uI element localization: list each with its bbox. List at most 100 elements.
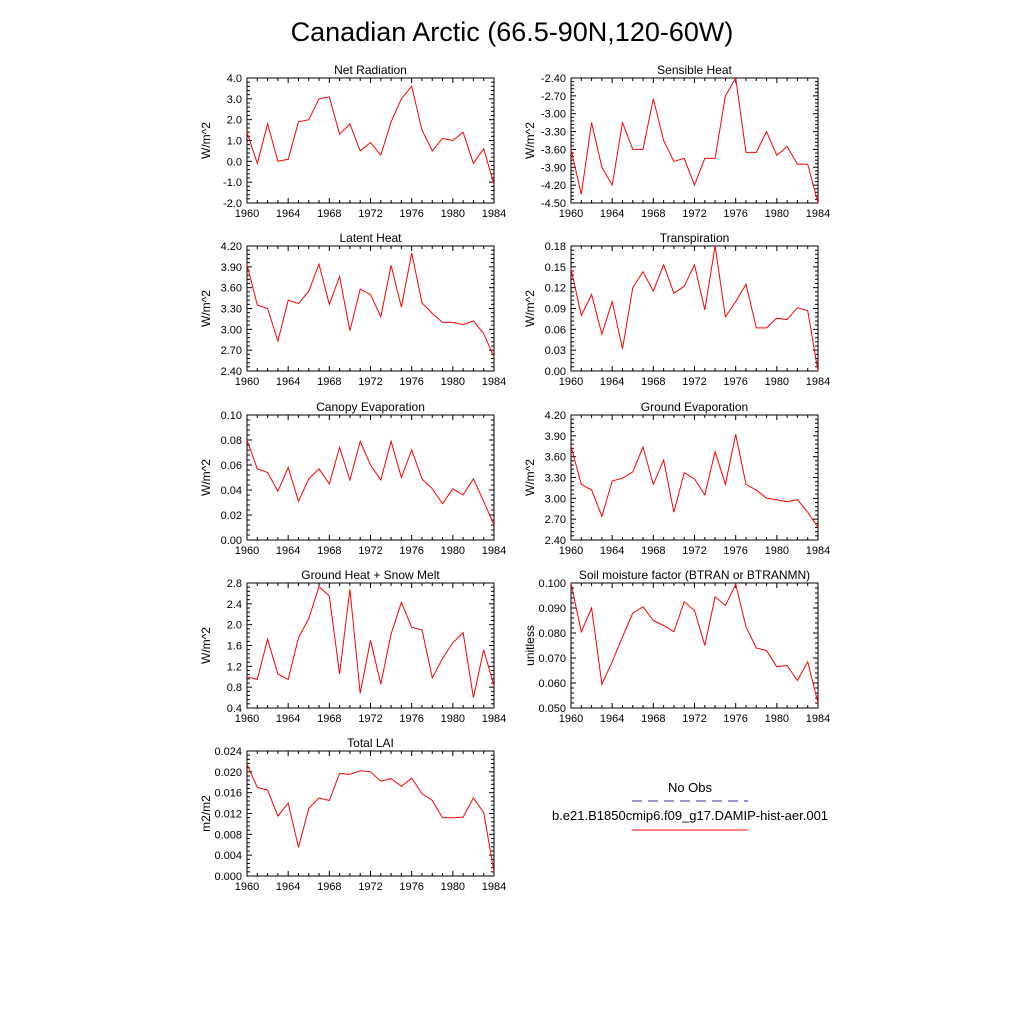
y-tick-label: 0.02 — [221, 510, 242, 522]
legend: No Obs b.e21.B1850cmip6.f09_g17.DAMIP-hi… — [552, 780, 828, 831]
y-tick-label: 3.0 — [227, 94, 242, 106]
y-tick-label: 3.00 — [545, 493, 566, 505]
x-tick-label: 1964 — [276, 545, 300, 557]
series-line — [246, 763, 495, 872]
y-tick-label: 0.10 — [221, 410, 242, 422]
panels: Net Radiation W/m^2 1960 1964 1968 1972 1976 19… — [199, 63, 830, 893]
series-line — [570, 434, 819, 528]
y-tick-label: 2.70 — [221, 345, 242, 357]
y-tick-label: 1.6 — [227, 641, 242, 653]
x-tick-label: 1972 — [682, 713, 706, 725]
x-tick-label: 1980 — [765, 208, 789, 220]
y-tick-label: 1.2 — [227, 661, 242, 673]
x-tick-label: 1964 — [276, 208, 300, 220]
x-tick-label: 1968 — [641, 376, 665, 388]
y-tick-label: 0.03 — [545, 345, 566, 357]
y-tick-label: 0.06 — [221, 460, 242, 472]
y-tick-label: 3.60 — [221, 283, 242, 295]
y-axis-label: W/m^2 — [523, 459, 537, 496]
x-tick-label: 1964 — [276, 376, 300, 388]
series-line — [570, 76, 819, 204]
y-tick-label: 0.060 — [538, 678, 566, 690]
y-tick-label: 0.100 — [538, 578, 566, 590]
y-tick-label: 0.050 — [538, 703, 566, 715]
x-tick-label: 1980 — [441, 713, 465, 725]
y-axis-label: m2/m2 — [199, 795, 213, 832]
panel-title: Transpiration — [660, 231, 730, 245]
panel-1: Net Radiation W/m^2 1960 1964 1968 1972 1976 19… — [199, 63, 506, 220]
x-tick-label: 1960 — [559, 545, 583, 557]
x-tick-label: 1980 — [765, 545, 789, 557]
x-tick-label: 1968 — [317, 545, 341, 557]
x-tick-label: 1984 — [806, 208, 830, 220]
x-tick-label: 1972 — [682, 376, 706, 388]
y-tick-label: 0.016 — [214, 788, 242, 800]
y-tick-label: 0.00 — [221, 535, 242, 547]
x-tick-label: 1976 — [399, 376, 423, 388]
x-tick-label: 1964 — [276, 713, 300, 725]
y-tick-label: 4.20 — [221, 241, 242, 253]
x-tick-label: 1984 — [482, 545, 506, 557]
plot-frame — [246, 582, 495, 709]
y-tick-label: 0.008 — [214, 829, 242, 841]
y-tick-label: 0.4 — [227, 703, 242, 715]
plot-frame — [570, 414, 819, 541]
panel-6: Ground Evaporation W/m^2 1960 1964 1968 1972 1… — [523, 400, 830, 557]
x-tick-label: 1964 — [600, 208, 624, 220]
x-tick-label: 1964 — [600, 545, 624, 557]
y-tick-label: 0.15 — [545, 262, 566, 274]
x-tick-label: 1976 — [399, 881, 423, 893]
panel-7: Ground Heat + Snow Melt W/m^2 1960 1964 1968… — [199, 568, 506, 725]
x-tick-label: 1960 — [559, 713, 583, 725]
panel-title: Total LAI — [347, 736, 394, 750]
x-tick-label: 1972 — [358, 545, 382, 557]
y-axis-label: unitless — [523, 625, 537, 666]
y-tick-label: 3.60 — [545, 452, 566, 464]
x-tick-label: 1968 — [641, 545, 665, 557]
series-line — [246, 439, 495, 526]
y-tick-label: 0.090 — [538, 603, 566, 615]
y-axis-label: W/m^2 — [523, 290, 537, 327]
plot-frame — [246, 245, 495, 372]
panel-title: Soil moisture factor (BTRAN or BTRANMN) — [579, 568, 810, 582]
y-tick-label: 2.0 — [227, 620, 242, 632]
y-tick-label: -3.60 — [541, 144, 566, 156]
y-tick-label: 0.12 — [545, 283, 566, 295]
x-tick-label: 1972 — [682, 545, 706, 557]
panel-4: Transpiration W/m^2 1960 1964 1968 1972 1976 19… — [523, 231, 830, 388]
x-tick-label: 1968 — [317, 881, 341, 893]
y-tick-label: 0.18 — [545, 241, 566, 253]
legend-obs-label: No Obs — [668, 780, 713, 795]
x-tick-label: 1984 — [806, 545, 830, 557]
y-tick-label: 4.0 — [227, 73, 242, 85]
x-tick-label: 1976 — [723, 376, 747, 388]
x-tick-label: 1980 — [441, 881, 465, 893]
y-tick-label: 3.00 — [221, 324, 242, 336]
x-tick-label: 1972 — [682, 208, 706, 220]
y-tick-label: 0.04 — [221, 485, 242, 497]
legend-model-label: b.e21.B1850cmip6.f09_g17.DAMIP-hist-aer.… — [552, 808, 828, 823]
y-tick-label: 2.0 — [227, 115, 242, 127]
x-tick-label: 1980 — [441, 376, 465, 388]
y-tick-label: 3.90 — [221, 262, 242, 274]
y-tick-label: -3.90 — [541, 162, 566, 174]
x-tick-label: 1968 — [317, 376, 341, 388]
y-axis-label: W/m^2 — [199, 122, 213, 159]
y-tick-label: 2.4 — [227, 599, 242, 611]
x-tick-label: 1960 — [235, 208, 259, 220]
x-tick-label: 1984 — [482, 208, 506, 220]
panel-5: Canopy Evaporation W/m^2 1960 1964 1968 1972 1… — [199, 400, 506, 557]
x-tick-label: 1964 — [276, 881, 300, 893]
y-tick-label: 1.0 — [227, 136, 242, 148]
x-tick-label: 1972 — [358, 376, 382, 388]
x-tick-label: 1976 — [723, 208, 747, 220]
y-tick-label: 3.30 — [221, 304, 242, 316]
y-axis-label: W/m^2 — [199, 290, 213, 327]
x-tick-label: 1964 — [600, 376, 624, 388]
y-tick-label: -2.70 — [541, 91, 566, 103]
y-tick-label: -4.20 — [541, 180, 566, 192]
y-tick-label: -1.0 — [223, 177, 242, 189]
x-tick-label: 1960 — [559, 376, 583, 388]
panel-title: Ground Evaporation — [641, 400, 748, 414]
